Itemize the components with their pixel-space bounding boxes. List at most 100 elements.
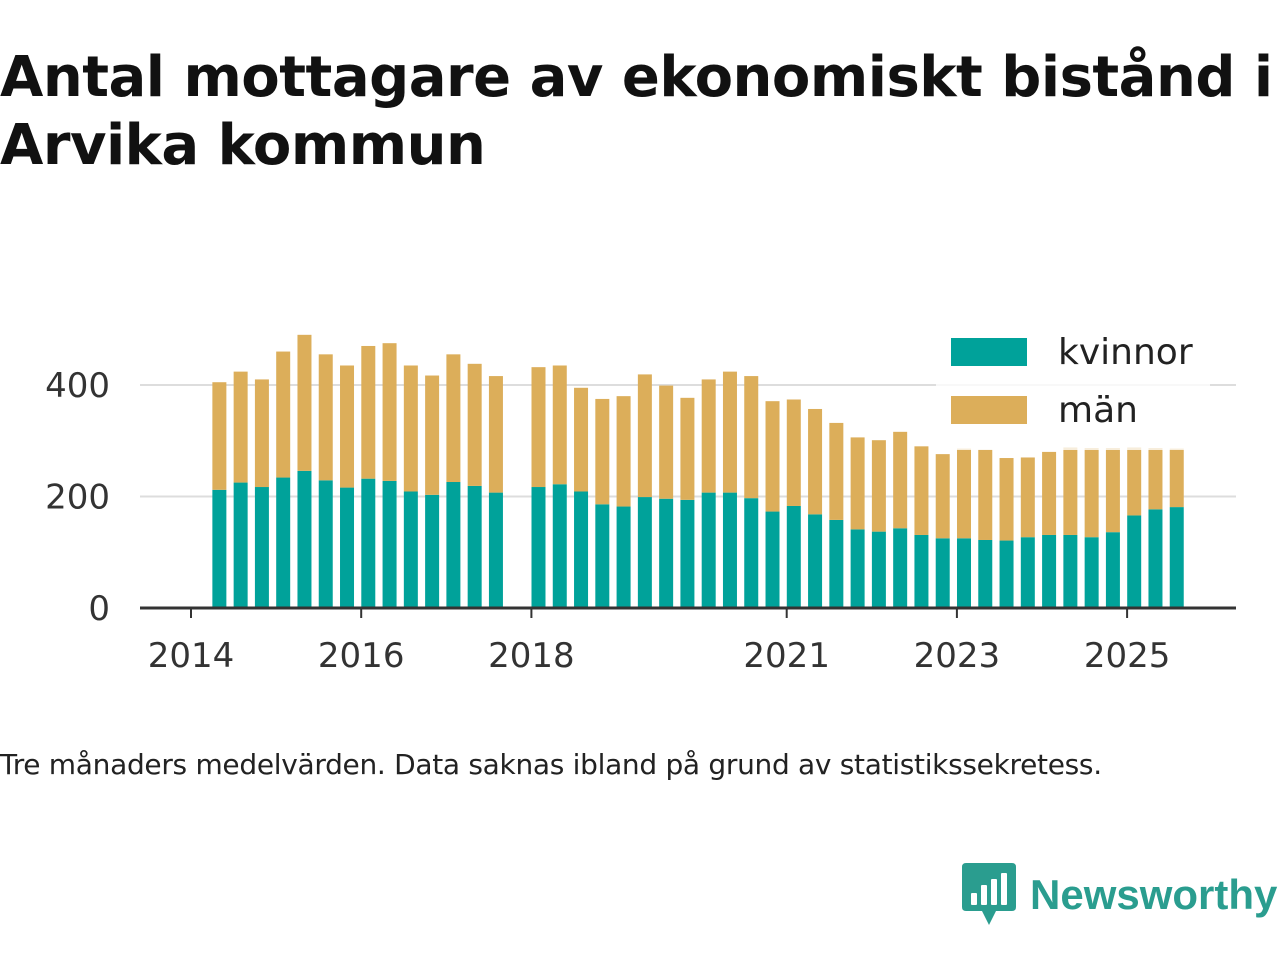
bar-man: [276, 351, 291, 478]
x-tick-label: 2016: [318, 636, 405, 676]
legend-label: män: [1058, 390, 1138, 431]
bar-man: [488, 376, 503, 493]
bar-kvinnor: [701, 492, 716, 608]
bar-man: [1084, 447, 1099, 538]
chart: kvinnor män 0 200 400 2014 2016 2018 2021 2023 20…: [45, 330, 1236, 676]
bar-kvinnor: [829, 519, 844, 608]
legend: kvinnor män: [936, 330, 1210, 450]
bar-man: [531, 367, 546, 488]
bar-man: [552, 365, 567, 485]
bar-kvinnor: [233, 482, 248, 608]
bar-man: [446, 354, 461, 483]
bar-man: [595, 398, 610, 505]
bar-man: [1042, 451, 1057, 535]
bar-man: [1148, 447, 1163, 510]
newsworthy-logo-icon: [962, 863, 1016, 925]
bar-man: [956, 448, 971, 539]
bar-kvinnor: [1127, 515, 1142, 608]
bar-man: [254, 379, 269, 488]
bar-kvinnor: [212, 489, 227, 608]
bar-kvinnor: [978, 539, 993, 608]
legend-swatch: [951, 396, 1027, 424]
bar-man: [233, 371, 248, 483]
bar-kvinnor: [1105, 532, 1120, 608]
bar-kvinnor: [254, 487, 269, 608]
bar-man: [893, 431, 908, 529]
bar-kvinnor: [425, 494, 440, 608]
bar-kvinnor: [552, 484, 567, 608]
legend-swatch: [951, 338, 1027, 366]
bar-kvinnor: [765, 511, 780, 608]
bar-kvinnor: [680, 499, 695, 608]
bar-man: [1105, 447, 1120, 533]
bar-man: [999, 458, 1014, 541]
bar-kvinnor: [893, 528, 908, 608]
bars: [212, 334, 1184, 608]
bar-kvinnor: [722, 492, 737, 608]
bar-man: [1020, 457, 1035, 538]
axes: 0 200 400 2014 2016 2018 2021 2023 2025: [45, 366, 1236, 676]
x-tick-label: 2023: [914, 636, 1001, 676]
bar-man: [722, 371, 737, 493]
bar-man: [340, 365, 355, 488]
bar-kvinnor: [531, 487, 546, 608]
x-tick-label: 2025: [1084, 636, 1171, 676]
bar-kvinnor: [1063, 534, 1078, 608]
bar-kvinnor: [1169, 507, 1184, 608]
brand: Newsworthy: [962, 862, 1277, 928]
chart-title: Antal mottagare av ekonomiskt bistånd i …: [0, 45, 1273, 178]
bar-man: [829, 422, 844, 520]
x-tick-label: 2014: [148, 636, 235, 676]
bar-man: [318, 354, 333, 481]
bar-kvinnor: [297, 470, 312, 608]
x-tick-label: 2018: [488, 636, 575, 676]
bar-man: [574, 387, 589, 492]
bar-man: [680, 397, 695, 500]
bar-kvinnor: [637, 497, 652, 608]
bar-man: [935, 454, 950, 539]
bar-man: [765, 401, 780, 512]
bar-man: [1169, 448, 1184, 508]
bar-man: [850, 437, 865, 530]
bar-man: [637, 374, 652, 498]
bar-kvinnor: [595, 504, 610, 608]
bar-kvinnor: [382, 480, 397, 608]
bar-kvinnor: [340, 487, 355, 608]
bar-kvinnor: [786, 505, 801, 608]
bar-man: [382, 343, 397, 481]
bar-man: [1127, 447, 1142, 516]
bar-kvinnor: [850, 529, 865, 608]
y-tick-label: 400: [45, 366, 110, 406]
bar-kvinnor: [935, 538, 950, 608]
bar-kvinnor: [659, 498, 674, 608]
bar-kvinnor: [318, 480, 333, 608]
bar-kvinnor: [956, 538, 971, 608]
bar-kvinnor: [1148, 509, 1163, 608]
bar-kvinnor: [467, 485, 482, 608]
bar-man: [467, 363, 482, 486]
bar-man: [659, 385, 674, 499]
bar-kvinnor: [446, 482, 461, 608]
bar-man: [616, 396, 631, 507]
bar-man: [914, 446, 929, 535]
bar-man: [808, 408, 823, 515]
bar-man: [701, 379, 716, 493]
y-tick-label: 200: [45, 478, 110, 518]
bar-kvinnor: [1084, 537, 1099, 608]
x-tick-label: 2021: [743, 636, 830, 676]
legend-label: kvinnor: [1058, 332, 1193, 373]
bar-man: [744, 376, 759, 499]
bar-man: [978, 449, 993, 540]
bar-kvinnor: [1020, 537, 1035, 608]
bar-man: [871, 440, 886, 532]
bar-man: [403, 365, 418, 492]
bar-kvinnor: [403, 491, 418, 608]
y-tick-label: 0: [88, 589, 110, 629]
bar-kvinnor: [1042, 534, 1057, 608]
bar-kvinnor: [999, 540, 1014, 608]
bar-kvinnor: [744, 498, 759, 608]
bar-man: [361, 345, 376, 479]
bar-man: [425, 375, 440, 495]
bar-man: [212, 382, 227, 490]
bar-kvinnor: [808, 514, 823, 608]
